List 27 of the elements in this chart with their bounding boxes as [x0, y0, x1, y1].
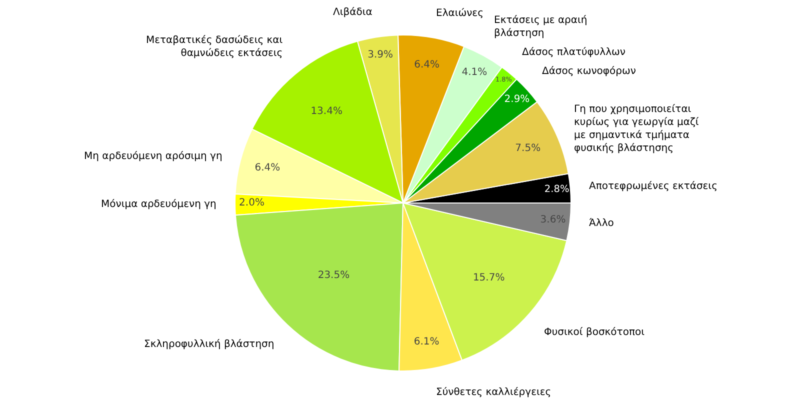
data-label: 6.1% [414, 336, 440, 348]
slice-label: Σκληροφυλλική βλάστηση [144, 339, 274, 350]
slice-label: Μεταβατικές δασώδεις και θαμνώδεις εκτάσεις [146, 35, 284, 59]
slice-label: Ελαιώνες [436, 8, 484, 19]
data-label: 6.4% [254, 162, 280, 174]
data-label: 13.4% [310, 106, 342, 117]
data-label: 2.8% [544, 184, 570, 195]
slice-label: Μόνιμα αρδευόμενη γη [101, 199, 216, 210]
slice-label: Λιβάδια [333, 7, 373, 18]
slice-label: Δάσος πλατύφυλλων [522, 47, 626, 58]
data-label: 23.5% [318, 270, 350, 282]
slice-label: Δάσος κωνοφόρων [542, 66, 636, 77]
data-label: 6.4% [414, 59, 440, 70]
data-label: 7.5% [515, 143, 541, 154]
slice-label: Εκτάσεις με αραιή βλάστηση [494, 15, 588, 39]
data-label: 3.9% [368, 50, 393, 61]
slice-label: Φυσικοί βοσκότοποι [544, 327, 646, 338]
slice-label: Γη που χρησιμοποιείται κυρίως για γεωργία μαζί με σημαντικά τμήματα φυσικής βλάστησης [574, 104, 700, 154]
data-label: 2.9% [504, 94, 530, 105]
slice-label: Μη αρδευόμενη αρόσιμη γη [84, 151, 222, 162]
data-label: 3.6% [540, 214, 566, 226]
slice-label: Σύνθετες καλλιέργειες [436, 387, 552, 398]
data-label: 4.1% [462, 66, 488, 78]
data-label: 2.0% [239, 198, 264, 208]
data-label: 15.7% [472, 272, 505, 284]
slice-label: Άλλο [589, 218, 614, 229]
slice-label: Αποτεφρωμένες εκτάσεις [589, 181, 718, 192]
